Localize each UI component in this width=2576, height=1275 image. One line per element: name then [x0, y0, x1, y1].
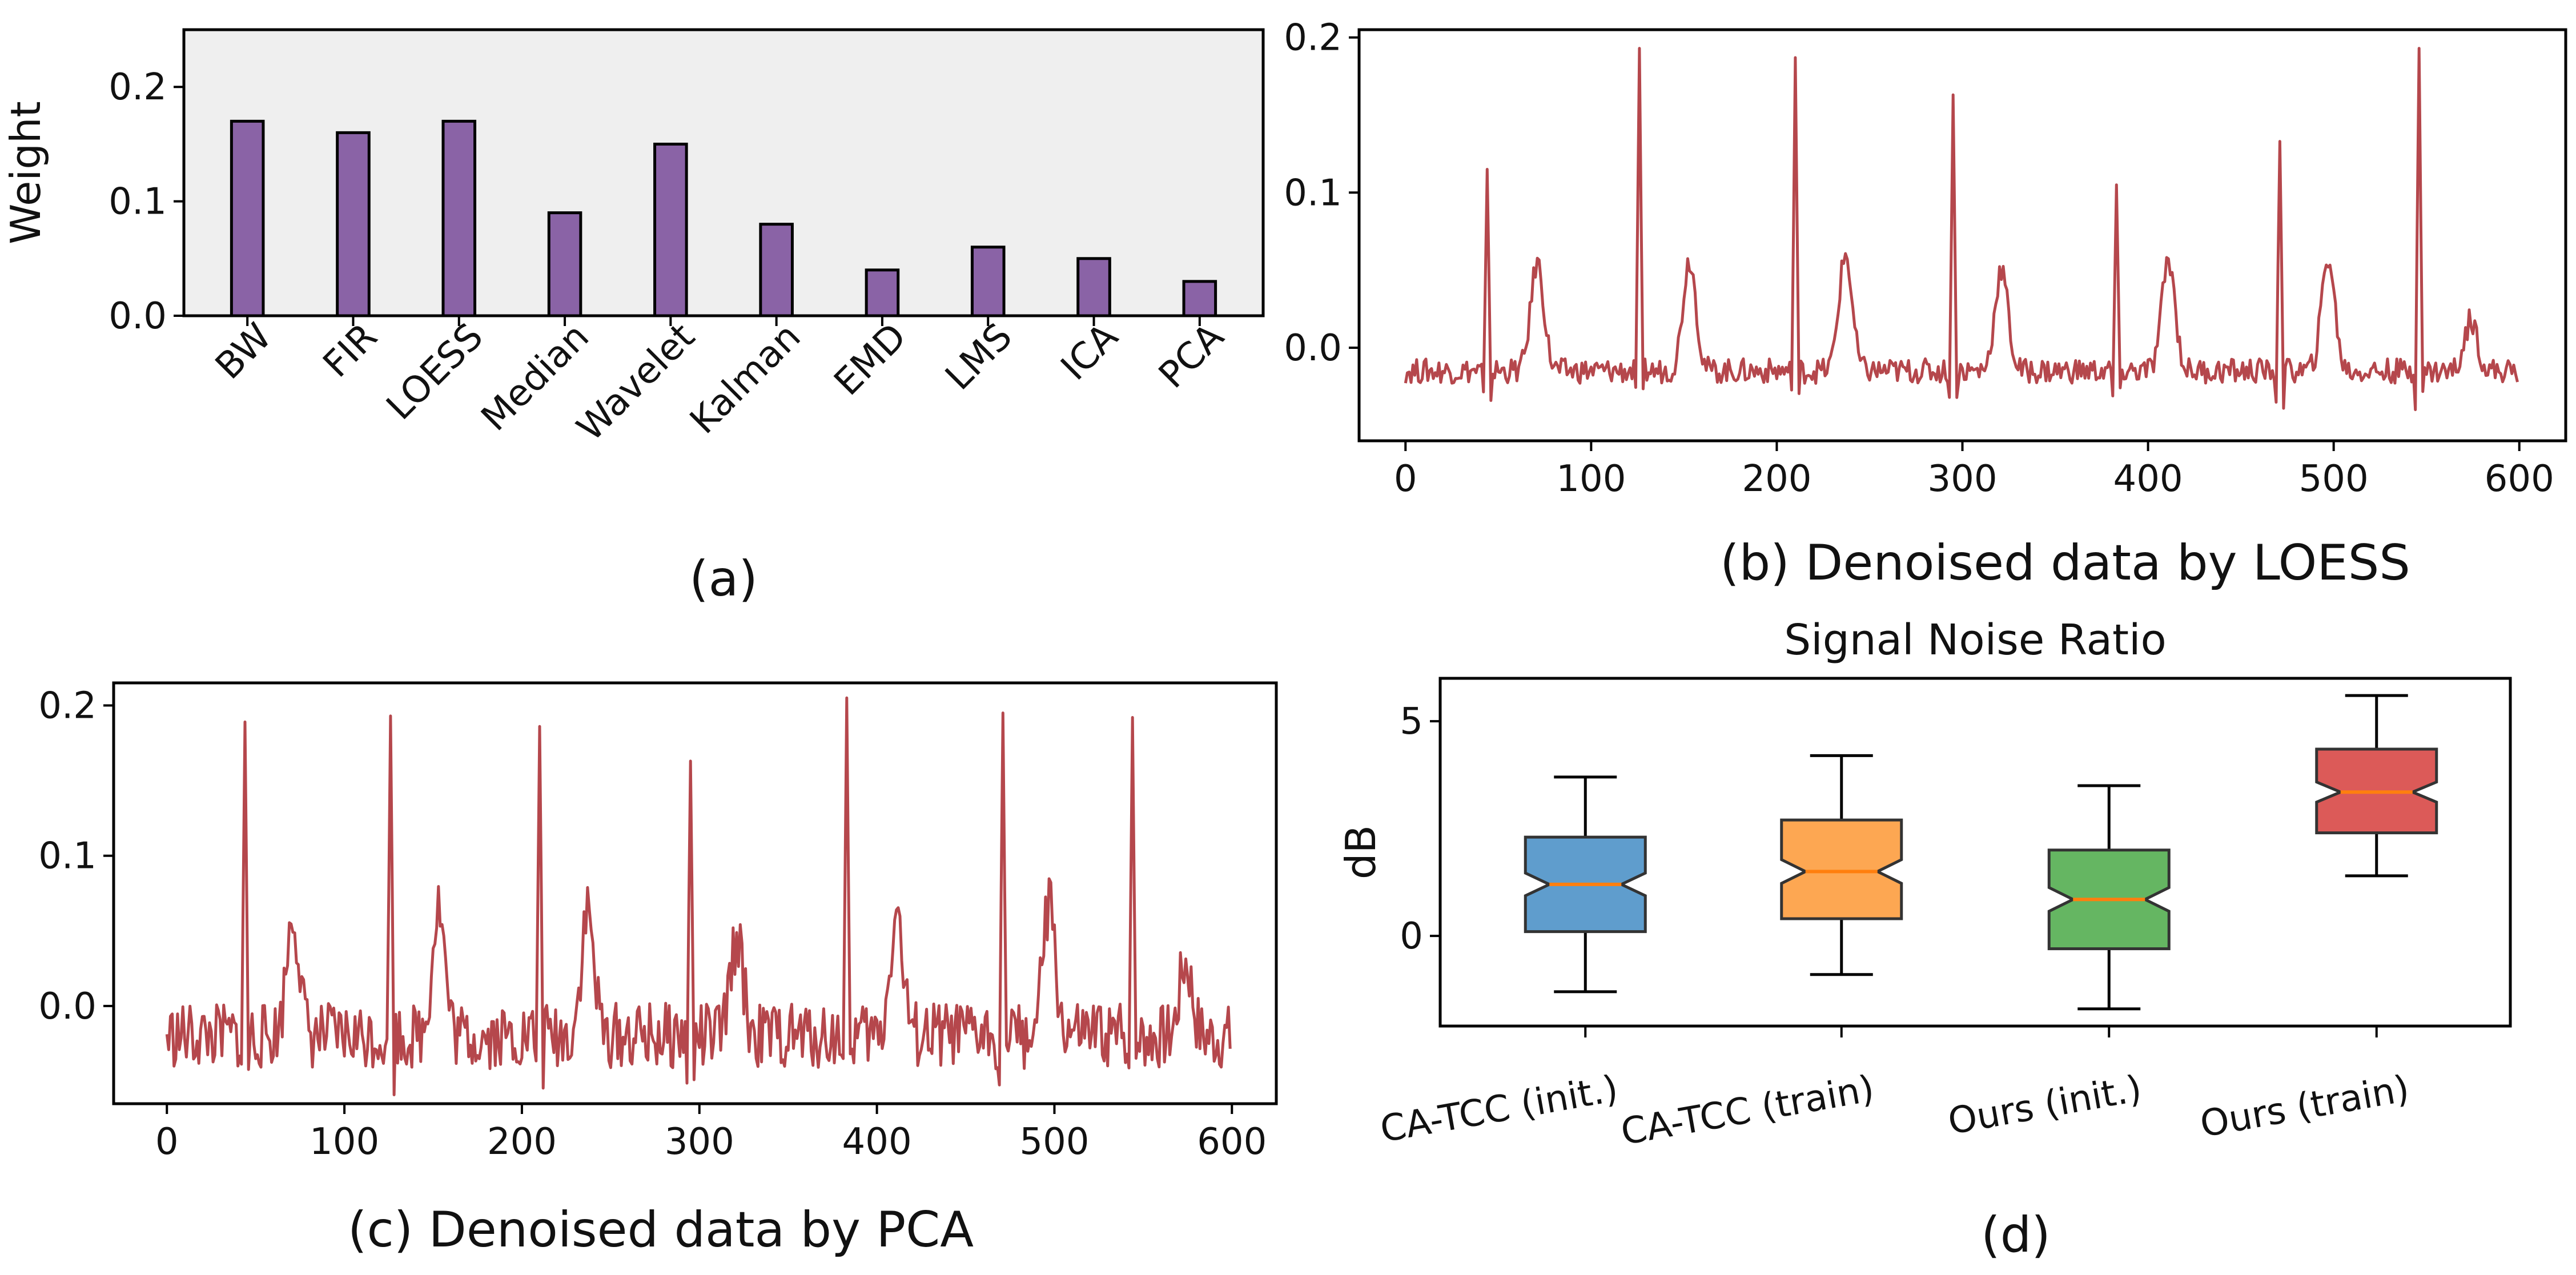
bar-fir — [336, 131, 371, 317]
bar-bw — [230, 119, 265, 317]
x-tick-label: EMD — [826, 315, 915, 404]
panel-caption: (c) Denoised data by PCA — [348, 1201, 974, 1258]
y-tick-label: 0.2 — [38, 685, 97, 727]
x-tick-label: 200 — [487, 1121, 557, 1163]
x-tick-label: ICA — [1053, 315, 1126, 388]
y-axis-label: Weight — [2, 101, 50, 244]
x-tick-label: 300 — [1927, 458, 1997, 500]
panel-caption: (d) — [1981, 1206, 2051, 1264]
x-tick-label: 400 — [2113, 458, 2183, 500]
x-tick-label: 100 — [310, 1121, 379, 1163]
panel-c-axes-frame — [112, 681, 1278, 1105]
panel-d-axes-frame — [1438, 677, 2512, 1028]
panel-c-line-chart: 0 100 200 300 400 500 600 0.0 0.1 0.2 (c) Denoised… — [38, 681, 1278, 1258]
panel-b-axes-frame — [1357, 28, 2567, 443]
panel-caption: (b) Denoised data by LOESS — [1720, 534, 2410, 592]
signal-line — [1404, 47, 2519, 411]
bar-pca — [1182, 280, 1217, 317]
x-tick-label: Ours (init.) — [1945, 1068, 2145, 1143]
panel-a-axes-frame — [182, 28, 1265, 317]
x-tick-label: Kalman — [682, 315, 809, 442]
x-tick-label: 400 — [842, 1121, 912, 1163]
y-tick-label: 0.2 — [108, 66, 167, 108]
x-tick-label: 300 — [665, 1121, 734, 1163]
box-1 — [1780, 818, 1903, 920]
panel-caption: (a) — [689, 550, 758, 608]
x-tick-label: CA-TCC (train) — [1618, 1068, 1877, 1154]
x-tick-label: 100 — [1556, 458, 1626, 500]
x-tick-label: Wavelet — [569, 315, 703, 449]
x-tick-label: 600 — [1197, 1121, 1267, 1163]
y-tick-label: 0 — [1400, 915, 1423, 958]
panel-b-line-chart: 0 100 200 300 400 500 600 0.0 0.1 0.2 (b) Denoised… — [1284, 17, 2567, 592]
x-tick-label: 0 — [155, 1121, 179, 1163]
panel-d-box-plot: CA-TCC (init.)CA-TCC (train) Ours (init.)… — [1337, 616, 2512, 1264]
y-tick-label: 0.1 — [1284, 172, 1342, 214]
y-tick-label: 5 — [1400, 701, 1423, 743]
x-tick-label: 500 — [1019, 1121, 1089, 1163]
bar-loess — [441, 119, 477, 317]
y-tick-label: 0.1 — [108, 181, 167, 223]
y-tick-label: 0.0 — [1284, 327, 1342, 369]
x-tick-label: BW — [207, 315, 280, 388]
bar-emd — [865, 268, 900, 317]
x-tick-label: 500 — [2299, 458, 2369, 500]
bar-lms — [970, 246, 1006, 317]
x-tick-label: FIR — [315, 315, 385, 385]
x-tick-label: 0 — [1394, 458, 1417, 500]
x-tick-label: 200 — [1742, 458, 1811, 500]
signal-line — [165, 696, 1232, 1096]
bar-median — [547, 211, 582, 317]
x-tick-label: LMS — [938, 315, 1020, 398]
x-tick-label: PCA — [1151, 315, 1232, 396]
bar-kalman — [759, 223, 794, 317]
bar-wavelet — [653, 142, 688, 317]
y-tick-label: 0.0 — [38, 986, 97, 1028]
x-tick-label: 600 — [2485, 458, 2554, 500]
y-tick-label: 0.0 — [108, 295, 167, 337]
bar-ica — [1076, 257, 1111, 317]
y-tick-label: 0.2 — [1284, 17, 1342, 59]
y-tick-label: 0.1 — [38, 835, 97, 878]
x-tick-label: CA-TCC (init.) — [1377, 1068, 1621, 1151]
x-tick-label: Ours (train) — [2197, 1068, 2412, 1146]
chart-title: Signal Noise Ratio — [1784, 616, 2167, 665]
y-axis-label: dB — [1337, 825, 1385, 879]
